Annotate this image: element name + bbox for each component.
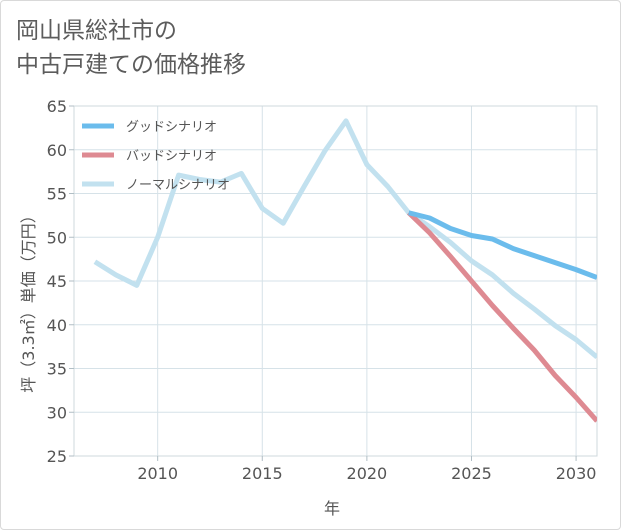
y-axis-title: 坪（3.3㎡）単価（万円）	[19, 207, 38, 392]
x-tick-label: 2025	[451, 464, 492, 483]
y-tick-label: 65	[47, 97, 67, 116]
y-tick-label: 60	[47, 141, 67, 160]
y-tick-label: 30	[47, 403, 67, 422]
series-layer	[93, 118, 597, 423]
series-line-bad	[406, 210, 597, 423]
legend-label-good: グッドシナリオ	[126, 120, 217, 135]
y-tick-label: 40	[47, 316, 67, 335]
legend-label-normal: ノーマルシナリオ	[126, 178, 230, 193]
x-axis-title: 年	[324, 499, 340, 518]
x-tick-label: 2020	[347, 464, 388, 483]
x-tick-label: 2030	[556, 464, 597, 483]
series-line-good	[408, 210, 597, 280]
chart-title: 岡山県総社市の 中古戸建ての価格推移	[16, 14, 246, 82]
chart-title-line-2: 中古戸建ての価格推移	[16, 52, 246, 78]
y-tick-label: 55	[47, 185, 67, 204]
legend-label-bad: バッドシナリオ	[126, 149, 217, 164]
y-tick-label: 50	[47, 228, 67, 247]
x-axis-ticks: 2010 2015 2020 2025 2030	[137, 456, 596, 483]
y-axis-ticks: 25 30 35 40 45 50 55 60 65	[47, 97, 74, 466]
y-tick-label: 35	[47, 360, 67, 379]
series-line-normal	[93, 118, 597, 360]
chart-title-line-1: 岡山県総社市の	[16, 18, 177, 44]
y-tick-label: 25	[47, 447, 67, 466]
x-tick-label: 2010	[137, 464, 178, 483]
x-tick-label: 2015	[242, 464, 283, 483]
y-tick-label: 45	[47, 272, 67, 291]
